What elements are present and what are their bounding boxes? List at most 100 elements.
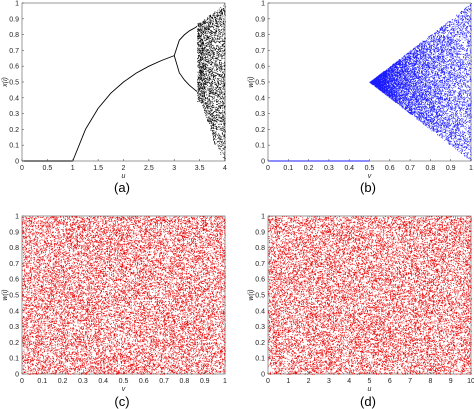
x-tick-label-c-0: 0 [20, 378, 24, 385]
y-tick-label-a-3: 0.3 [9, 111, 19, 118]
y-tick-label-a-1: 0.1 [9, 143, 19, 150]
x-tick-label-d-0: 0 [266, 378, 270, 385]
data-marks-b [268, 3, 472, 162]
x-tick-label-b-4: 0.4 [344, 165, 354, 172]
chart-panel-b: 0 0.1 0.2 0.3 0.4 0.5 0.6 0.7 0.8 0.9 1 0 0.1 0.2 0.3 0… [248, 1, 473, 181]
x-tick-label-d-7: 7 [408, 378, 412, 385]
x-tick-label-d-8: 8 [428, 378, 432, 385]
x-tick-label-a-4: 2 [122, 165, 126, 172]
y-axis-label-c: w(i) [2, 289, 9, 300]
y-tick-label-c-2: 0.2 [9, 340, 19, 347]
data-marks-c [22, 216, 226, 375]
x-tick-label-a-6: 3 [172, 165, 176, 172]
y-tick-label-d-0: 0 [261, 372, 265, 379]
y-tick-label-a-2: 0.2 [9, 127, 19, 134]
y-tick-label-a-9: 0.9 [9, 16, 19, 23]
y-tick-label-a-5: 0.5 [9, 80, 19, 87]
y-tick-label-b-2: 0.2 [255, 127, 265, 134]
y-tick-label-c-1: 0.1 [9, 356, 19, 363]
x-tick-label-a-2: 1 [71, 165, 75, 172]
y-tick-label-d-3: 0.3 [255, 324, 265, 331]
x-tick-label-d-2: 2 [307, 378, 311, 385]
chart-panel-a: 0 0.5 1 1.5 2 2.5 3 3.5 4 0 0.1 0.2 0.3 0.4 0.5 0.6 0.7 0… [2, 1, 227, 181]
x-tick-label-a-8: 4 [223, 165, 227, 172]
x-tick-label-d-5: 5 [368, 378, 372, 385]
series-points-a-4 [197, 3, 226, 161]
series-line-a-1 [72, 55, 175, 162]
chart-panel-c: 0 0.1 0.2 0.3 0.4 0.5 0.6 0.7 0.8 0.9 1 0 0.1 0.2 0.3 0… [2, 214, 227, 394]
x-tick-label-a-7: 3.5 [195, 165, 205, 172]
series-points-d-0 [268, 216, 472, 375]
x-tick-label-a-0: 0 [20, 165, 24, 172]
x-tick-label-c-3: 0.3 [78, 378, 88, 385]
x-tick-label-b-8: 0.8 [426, 165, 436, 172]
y-axis-label-b: w(i) [248, 76, 255, 87]
y-tick-label-c-9: 0.9 [9, 229, 19, 236]
y-tick-label-d-1: 0.1 [255, 356, 265, 363]
x-tick-label-c-5: 0.5 [119, 378, 129, 385]
x-tick-label-c-6: 0.6 [139, 378, 149, 385]
y-tick-label-c-3: 0.3 [9, 324, 19, 331]
chart-panel-d: 0 1 2 3 4 5 6 7 8 9 10 0 0.1 0.2 0.3 0.4 0.5 0.6 0.7 0.8 0.9… [248, 214, 474, 394]
x-tick-label-b-10: 1 [469, 165, 473, 172]
y-tick-label-b-10: 1 [261, 1, 265, 8]
x-tick-label-c-9: 0.9 [200, 378, 210, 385]
x-axis-label-d: u [368, 386, 372, 393]
x-tick-label-b-7: 0.7 [405, 165, 415, 172]
x-axis-label-c: v [122, 386, 126, 393]
x-tick-label-d-9: 9 [449, 378, 453, 385]
y-tick-label-a-10: 1 [15, 1, 19, 8]
y-tick-label-a-4: 0.4 [9, 95, 19, 102]
panel-label-a: (a) [114, 180, 130, 195]
y-tick-label-d-8: 0.8 [255, 245, 265, 252]
y-axis-label-d: w(i) [248, 289, 255, 300]
y-tick-label-b-5: 0.5 [255, 80, 265, 87]
y-tick-label-b-7: 0.7 [255, 48, 265, 55]
data-marks-d [268, 216, 472, 375]
x-tick-label-b-6: 0.6 [385, 165, 395, 172]
y-tick-label-c-4: 0.4 [9, 308, 19, 315]
y-tick-label-c-7: 0.7 [9, 261, 19, 268]
panel-label-b: (b) [360, 180, 376, 195]
y-tick-label-d-10: 1 [261, 214, 265, 221]
x-tick-label-c-4: 0.4 [98, 378, 108, 385]
y-tick-label-a-8: 0.8 [9, 32, 19, 39]
x-tick-label-b-1: 0.1 [283, 165, 293, 172]
x-tick-label-d-3: 3 [327, 378, 331, 385]
y-tick-label-c-6: 0.6 [9, 277, 19, 284]
y-tick-label-b-8: 0.8 [255, 32, 265, 39]
y-tick-label-c-10: 1 [15, 214, 19, 221]
x-tick-label-a-1: 0.5 [43, 165, 53, 172]
x-tick-label-b-5: 0.5 [365, 165, 375, 172]
y-tick-label-d-2: 0.2 [255, 340, 265, 347]
x-tick-label-c-1: 0.1 [37, 378, 47, 385]
series-points-b-1 [369, 3, 472, 161]
y-tick-label-a-0: 0 [15, 159, 19, 166]
series-points-c-0 [22, 216, 226, 375]
panel-label-c: (c) [114, 394, 129, 409]
series-line-a-2 [173, 26, 198, 56]
y-tick-label-a-7: 0.7 [9, 48, 19, 55]
x-axis-label-a: u [122, 173, 126, 180]
x-tick-label-c-10: 1 [223, 378, 227, 385]
y-axis-label-a: x(i) [2, 77, 9, 88]
y-tick-label-d-4: 0.4 [255, 308, 265, 315]
x-tick-label-d-1: 1 [286, 378, 290, 385]
x-tick-label-d-6: 6 [388, 378, 392, 385]
x-tick-label-a-5: 2.5 [144, 165, 154, 172]
series-line-a-3 [173, 55, 198, 92]
y-tick-label-d-5: 0.5 [255, 293, 265, 300]
y-tick-label-b-0: 0 [261, 159, 265, 166]
y-tick-label-d-7: 0.7 [255, 261, 265, 268]
panel-label-d: (d) [360, 394, 376, 409]
x-tick-label-b-2: 0.2 [304, 165, 314, 172]
x-axis-label-b: v [368, 173, 372, 180]
x-tick-label-b-3: 0.3 [324, 165, 334, 172]
y-tick-label-b-4: 0.4 [255, 95, 265, 102]
y-tick-label-b-3: 0.3 [255, 111, 265, 118]
x-tick-label-c-7: 0.7 [159, 378, 169, 385]
y-tick-label-c-5: 0.5 [9, 293, 19, 300]
y-tick-label-b-1: 0.1 [255, 143, 265, 150]
y-tick-label-d-6: 0.6 [255, 277, 265, 284]
